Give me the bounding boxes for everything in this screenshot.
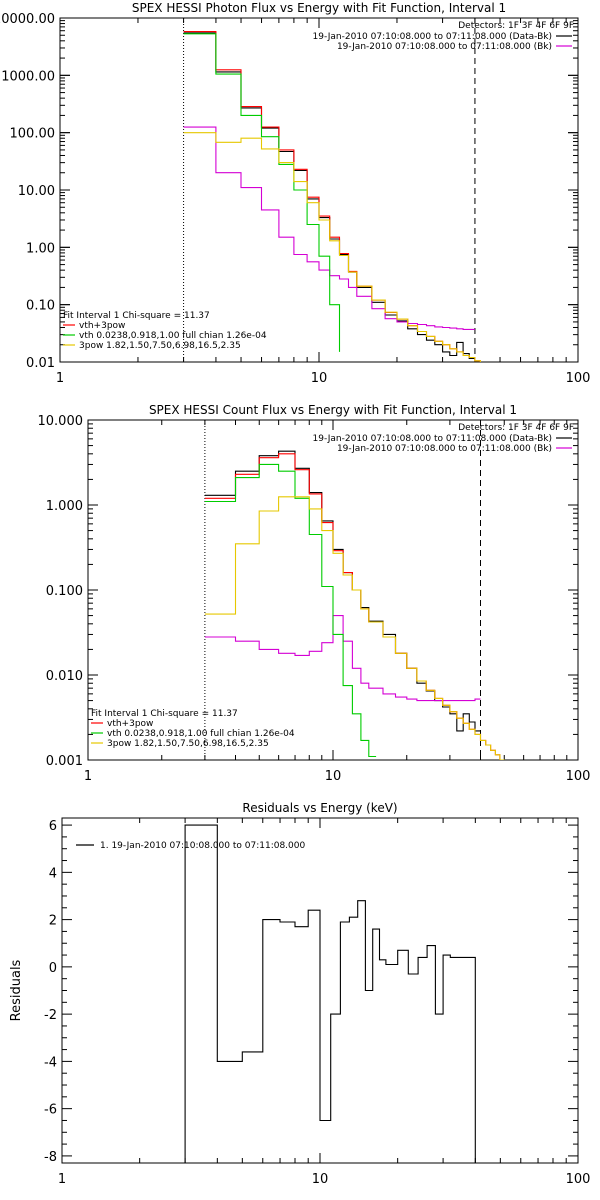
- series-group: [183, 31, 481, 362]
- series-vth: [204, 463, 377, 758]
- legend-bottom-left: Fit Interval 1 Chi-square = 11.37vth+3po…: [63, 311, 267, 351]
- chart-title: SPEX HESSI Photon Flux vs Energy with Fi…: [132, 1, 506, 15]
- y-tick-label: -6: [44, 1103, 57, 1118]
- y-tick-label: 1.00: [26, 241, 55, 256]
- y-tick-label: -8: [44, 1150, 57, 1165]
- fit-interval-label: Fit Interval 1 Chi-square = 11.37: [91, 709, 238, 719]
- x-axis-ticks: [59, 18, 579, 362]
- series-data_bk: [183, 32, 475, 360]
- y-tick-label: -2: [44, 1008, 57, 1023]
- y-tick-label: 2: [49, 914, 57, 929]
- y-axis-ticks: [88, 419, 578, 761]
- residuals-chart: Residuals vs Energy (keV) Residuals 1 10 100…: [9, 801, 590, 1187]
- chart-title: Residuals vs Energy (keV): [242, 801, 397, 815]
- legend-entry-label: 19-Jan-2010 07:10:08.000 to 07:11:08.000…: [313, 434, 552, 444]
- series-bk: [204, 615, 481, 702]
- series-pow: [183, 132, 481, 362]
- legend-entry-label: vth 0.0238,0.918,1.00 full chian 1.26e-0…: [79, 331, 267, 341]
- series-pow: [204, 496, 505, 760]
- legend-entry-label: 19-Jan-2010 07:10:08.000 to 07:11:08.000…: [337, 444, 552, 454]
- x-tick-label: 100: [566, 769, 591, 784]
- y-tick-label: 10.000: [38, 414, 84, 429]
- y-tick-label: 1.000: [46, 499, 83, 514]
- x-tick-label: 10: [325, 769, 342, 784]
- y-tick-label: 0.010: [46, 669, 83, 684]
- y-tick-label: 0: [49, 961, 57, 976]
- x-tick-label: 1: [58, 1172, 66, 1187]
- x-axis-ticks: [61, 818, 579, 1163]
- y-tick-label: 0.100: [46, 584, 83, 599]
- x-tick-label: 100: [566, 1172, 591, 1187]
- x-tick-label: 1: [84, 769, 92, 784]
- count-flux-chart: SPEX HESSI Count Flux vs Energy with Fit…: [38, 403, 591, 784]
- legend-entry-label: 3pow 1.82,1.50,7.50,6.98,16.5,2.35: [107, 739, 269, 749]
- y-tick-label: 6: [49, 819, 57, 834]
- legend-entry-label: vth 0.0238,0.918,1.00 full chian 1.26e-0…: [107, 729, 295, 739]
- y-axis-ticks: [60, 17, 578, 363]
- y-tick-label: 10.00: [18, 184, 55, 199]
- series-group: [204, 450, 505, 760]
- y-tick-label: 100.00: [10, 127, 56, 142]
- y-axis-label: Residuals: [9, 959, 24, 1021]
- detectors-label: Detectors: 1F 3F 4F 6F 9F: [458, 21, 574, 31]
- photon-flux-chart: SPEX HESSI Photon Flux vs Energy with Fi…: [0, 1, 590, 386]
- y-tick-label: 1000.00: [1, 69, 55, 84]
- x-tick-label: 10: [311, 371, 328, 386]
- y-tick-label: -4: [44, 1055, 57, 1070]
- y-tick-label: 0.01: [26, 356, 55, 371]
- x-tick-label: 100: [566, 371, 591, 386]
- legend-entry-label: 19-Jan-2010 07:10:08.000 to 07:11:08.000…: [337, 42, 552, 52]
- y-tick-label: 0.10: [26, 299, 55, 314]
- legend-bottom-left: Fit Interval 1 Chi-square = 11.37vth+3po…: [91, 709, 295, 749]
- series-data_bk: [184, 824, 476, 1163]
- legend-top-left: 1. 19-Jan-2010 07:10:08.000 to 07:11:08.…: [76, 841, 305, 851]
- legend-entry-label: 1. 19-Jan-2010 07:10:08.000 to 07:11:08.…: [100, 841, 305, 851]
- x-tick-label: 1: [56, 371, 64, 386]
- legend-entry-label: vth+3pow: [79, 321, 125, 331]
- legend-entry-label: vth+3pow: [107, 719, 153, 729]
- y-axis-ticks: [62, 824, 578, 1157]
- chart-title: SPEX HESSI Count Flux vs Energy with Fit…: [149, 403, 517, 417]
- legend-entry-label: 19-Jan-2010 07:10:08.000 to 07:11:08.000…: [313, 32, 552, 42]
- x-tick-label: 10: [312, 1172, 329, 1187]
- fit-interval-label: Fit Interval 1 Chi-square = 11.37: [63, 311, 210, 321]
- legend-entry-label: 3pow 1.82,1.50,7.50,6.98,16.5,2.35: [79, 341, 241, 351]
- y-tick-label: 0.001: [46, 754, 83, 769]
- series-data_bk: [204, 450, 481, 732]
- series-group: [184, 824, 476, 1163]
- detectors-label: Detectors: 1F 3F 4F 6F 9F: [458, 423, 574, 433]
- y-tick-label: 4: [49, 866, 57, 881]
